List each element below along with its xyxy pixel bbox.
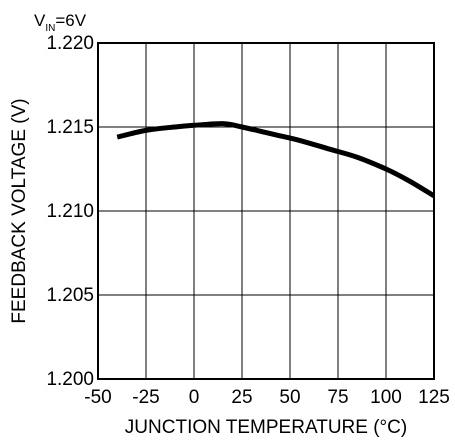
x-tick-label: 50 bbox=[279, 387, 300, 408]
x-tick-label: -50 bbox=[84, 387, 111, 408]
plot-frame bbox=[97, 42, 435, 380]
x-tick-label: 100 bbox=[370, 387, 402, 408]
condition-subscript: IN bbox=[45, 23, 55, 34]
y-tick-labels: 1.200 1.205 1.210 1.215 1.220 bbox=[46, 33, 94, 390]
x-tick-labels: -50 -25 0 25 50 75 100 125 bbox=[84, 387, 450, 408]
x-axis-title: JUNCTION TEMPERATURE (°C) bbox=[125, 417, 407, 438]
y-tick-label: 1.210 bbox=[46, 201, 94, 222]
series-line bbox=[116, 121, 436, 199]
y-tick-label: 1.215 bbox=[46, 117, 94, 138]
y-tick-label: 1.200 bbox=[46, 369, 94, 390]
x-tick-label: 0 bbox=[189, 387, 200, 408]
condition-label: VIN=6V bbox=[34, 11, 87, 34]
y-tick-label: 1.205 bbox=[46, 285, 94, 306]
x-tick-label: 125 bbox=[418, 387, 450, 408]
x-tick-label: -25 bbox=[132, 387, 159, 408]
x-tick-label: 25 bbox=[231, 387, 252, 408]
y-tick-label: 1.220 bbox=[46, 33, 94, 54]
series-layer bbox=[116, 121, 436, 199]
condition-prefix: V bbox=[34, 11, 46, 30]
x-tick-label: 75 bbox=[327, 387, 348, 408]
grid bbox=[98, 43, 434, 379]
condition-suffix: =6V bbox=[55, 11, 86, 30]
y-axis-title: FEEDBACK VOLTAGE (V) bbox=[9, 98, 30, 323]
